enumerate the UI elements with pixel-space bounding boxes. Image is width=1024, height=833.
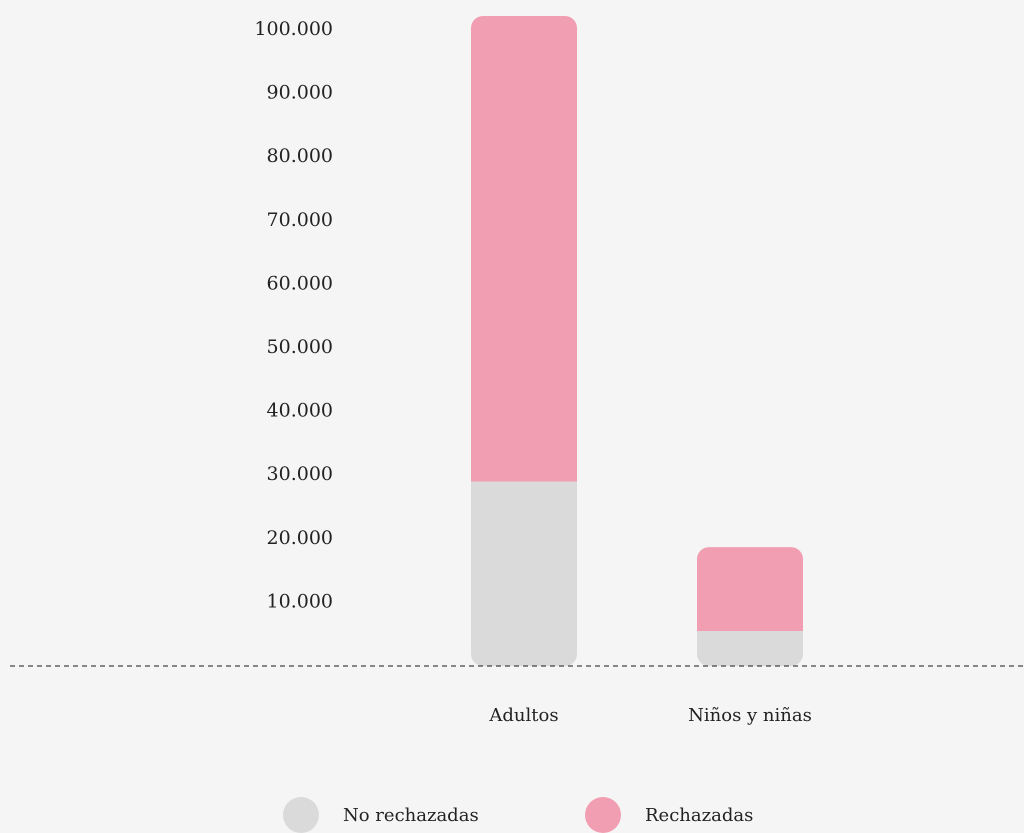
legend: No rechazadas Rechazadas (283, 797, 753, 833)
bar-segment (471, 481, 577, 666)
bar-segment (471, 16, 577, 482)
y-tick-label: 80.000 (267, 145, 333, 167)
legend-label: No rechazadas (343, 805, 479, 826)
y-tick-label: 30.000 (267, 463, 333, 485)
y-tick-label: 20.000 (267, 527, 333, 549)
y-tick-label: 90.000 (267, 82, 333, 104)
y-tick-label: 60.000 (267, 272, 333, 294)
x-category-label: Niños y niñas (688, 705, 812, 726)
legend-item: No rechazadas (283, 797, 479, 833)
legend-swatch (585, 797, 621, 833)
bar-segment (697, 547, 803, 632)
y-tick-label: 10.000 (267, 590, 333, 612)
legend-swatch (283, 797, 319, 833)
y-tick-label: 40.000 (267, 400, 333, 422)
y-tick-label: 70.000 (267, 209, 333, 231)
bar-stack (471, 16, 577, 666)
y-tick-label: 100.000 (254, 18, 333, 40)
y-axis-ticks: 10.000 20.000 30.000 40.000 50.000 60.000 70.0… (254, 18, 333, 612)
bar-stack (697, 547, 803, 666)
legend-label: Rechazadas (645, 805, 753, 826)
legend-item: Rechazadas (585, 797, 753, 833)
x-category-label: Adultos (488, 705, 558, 726)
x-axis-labels: Adultos Niños y niñas (488, 705, 811, 726)
bar-segment (697, 631, 803, 666)
y-tick-label: 50.000 (267, 336, 333, 358)
bars (471, 16, 803, 666)
